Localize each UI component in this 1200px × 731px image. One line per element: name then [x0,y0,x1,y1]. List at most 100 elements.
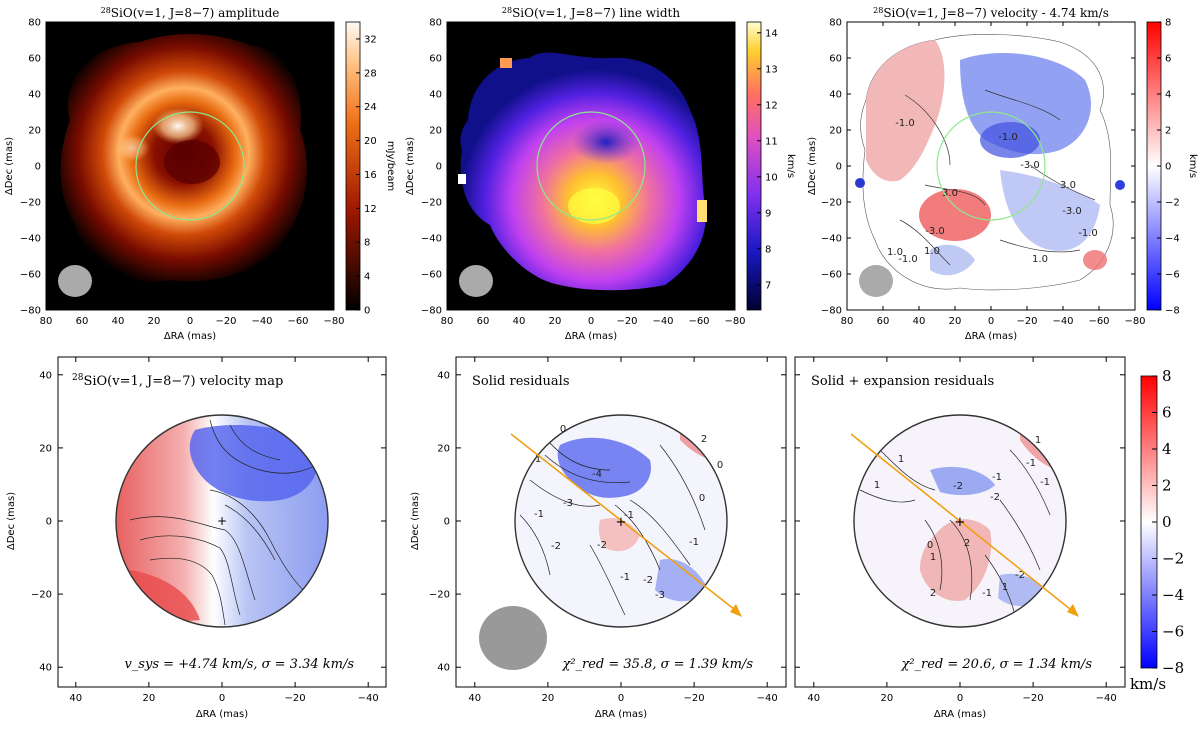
colorbar-tick-label: 8 [1165,18,1171,29]
contour-label: 3.0 [1060,180,1076,191]
residual-blue-region [655,559,708,602]
contour-label: 1 [930,552,936,563]
beam-ellipse [859,265,893,297]
stellar-disk-boundary [853,414,1067,628]
y-tick-label: 40 [437,370,450,381]
x-tick-label: 0 [618,693,624,704]
x-tick-label: 20 [881,693,894,704]
x-tick-label: 20 [549,316,562,327]
residual-blue-region [557,437,651,498]
y-tick-label: −80 [821,306,842,317]
amplitude-central-hole [164,140,220,184]
contour-label: -1.0 [898,254,918,265]
colorbar-tick-label: −4 [1162,586,1184,604]
solid-residuals-stats: χ²_red = 35.8, σ = 1.39 km/s [561,657,753,672]
isotope-superscript: 28 [101,6,111,15]
colorbar-tick-label: 4 [1162,440,1172,458]
shared-colorbar-ticks: 8 6 4 2 0 −2 −4 −6 −8 [1152,367,1184,677]
x-tick-label: −40 [251,316,272,327]
colorbar-tick-label: 4 [364,272,370,283]
panel-velocity-map: + 28SiO(v=1, J=8−7) velocity map v_sys =… [6,356,387,720]
solid-residuals-xlabel: ΔRA (mas) [595,709,647,720]
colorbar-tick-label: 2 [1165,126,1171,137]
residual-red-region [920,519,992,601]
contour-label: -4 [592,469,602,480]
x-tick-label: 20 [148,316,161,327]
solid-residuals-ylabel: ΔDec (mas) [410,492,421,550]
contour-label: -3 [655,590,665,601]
colorbar-tick-label: 24 [364,102,377,113]
colorbar-tick-label: 32 [364,34,377,45]
y-tick-label: 80 [28,18,41,29]
stellar-disk-ring [135,111,245,221]
velocity-map-contour-lines [129,419,326,626]
colorbar-tick-label: 0 [364,306,370,317]
x-tick-label: 80 [841,316,854,327]
colorbar-tick-label: 6 [1165,54,1171,65]
y-tick-label: −20 [20,198,41,209]
y-tick-label: 20 [429,126,442,137]
expansion-residuals-title: Solid + expansion residuals [811,374,994,389]
x-tick-label: −60 [688,316,709,327]
y-tick-label: −60 [821,270,842,281]
beam-ellipse [459,265,493,297]
panel-amplitude-title: 28SiO(v=1, J=8−7) amplitude [101,6,280,20]
colorbar-tick-label: 12 [765,100,778,111]
contour-label: -2 [551,541,561,552]
colorbar-tick-label: 9 [765,208,771,219]
x-tick-label: 0 [957,693,963,704]
colorbar-tick-label: 28 [364,68,377,79]
y-tick-label: 60 [829,54,842,65]
velocity-blue-spot [1115,180,1125,190]
contour-label: 0 [560,424,566,435]
expansion-residuals-stats: χ²_red = 20.6, σ = 1.34 km/s [900,657,1092,672]
x-tick-label: 40 [513,316,526,327]
panel-amplitude: 28SiO(v=1, J=8−7) amplitude 80 60 40 20 0 −20… [4,6,396,342]
y-tick-label: −40 [821,234,842,245]
contour-label: -1 [689,537,699,548]
x-tick-label: 60 [877,316,890,327]
x-tick-label: −40 [757,693,778,704]
y-tick-label: −20 [421,198,442,209]
x-tick-label: 80 [40,316,53,327]
colorbar-tick-label: −8 [1162,659,1184,677]
y-tick-label: 20 [28,126,41,137]
amplitude-axes: 80 60 40 20 0 −20 −40 −60 −80 −80 −60 −40 −20 0 20 40 60… [20,18,345,328]
linewidth-colorbar-label: km/s [785,154,796,178]
x-tick-label: −40 [1052,316,1073,327]
contour-label: -1 [624,510,634,521]
y-tick-label: 0 [46,517,52,528]
colorbar-tick-label: −6 [1165,270,1180,281]
contour-label: 2 [930,588,936,599]
contour-label: 0 [927,540,933,551]
velocity-xlabel: ΔRA (mas) [965,331,1017,342]
velocity-map-ylabel: ΔDec (mas) [6,492,17,550]
contour-label: -1.0 [895,118,915,129]
x-tick-label: −20 [1016,316,1037,327]
contour-label: -1.0 [1078,228,1098,239]
colorbar-tick-label: 11 [765,136,778,147]
colorbar-tick-label: −4 [1165,234,1180,245]
y-tick-label: −20 [821,198,842,209]
y-tick-label: 80 [829,18,842,29]
x-tick-label: −40 [652,316,673,327]
x-tick-label: 40 [807,693,820,704]
residual-contour-lines [859,449,1051,616]
contour-label: -3.0 [1062,206,1082,217]
colorbar-tick-label: 2 [1162,477,1172,495]
linewidth-colorbar-ticks: 7 8 9 10 11 12 13 14 [757,28,778,291]
y-tick-label: 0 [436,162,442,173]
contour-label: -2 [597,540,607,551]
amplitude-bright-spot [114,134,150,162]
arrow-head [730,604,742,617]
y-tick-label: 40 [39,370,52,381]
star-center-marker: + [955,515,966,530]
velocity-red-spot [1083,250,1107,270]
y-tick-label: 60 [429,54,442,65]
y-tick-label: −80 [20,306,41,317]
x-tick-label: −60 [1088,316,1109,327]
colorbar-tick-label: 16 [364,170,377,181]
stellar-disk-boundary [514,414,728,628]
x-tick-label: −40 [358,693,379,704]
x-tick-label: 20 [949,316,962,327]
